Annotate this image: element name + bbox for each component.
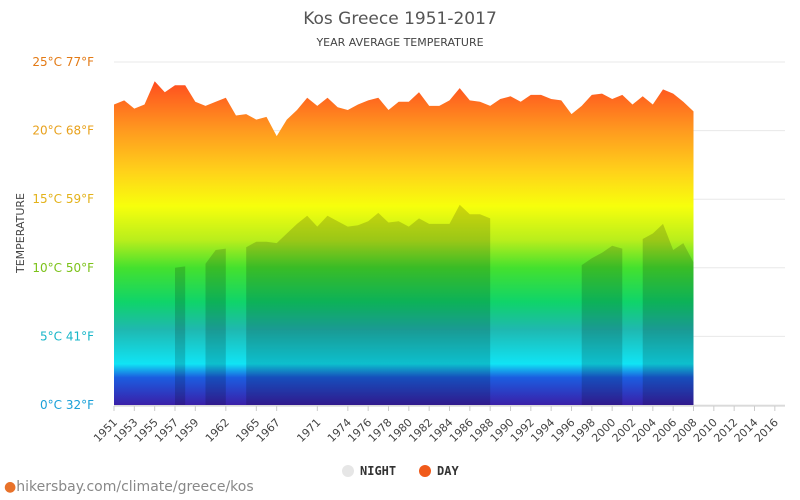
x-tick-label: 1962: [203, 416, 232, 445]
y-tick-label: 10°C 50°F: [32, 261, 94, 275]
location-pin-icon: ●: [4, 479, 17, 495]
chart-title: Kos Greece 1951-2017: [303, 9, 497, 29]
day-series: [114, 81, 694, 405]
day-area: [114, 81, 694, 405]
chart-subtitle: YEAR AVERAGE TEMPERATURE: [315, 36, 483, 49]
y-tick-label: 20°C 68°F: [32, 124, 94, 138]
y-tick-label: 25°C 77°F: [32, 55, 94, 69]
source-link[interactable]: ●hikersbay.com/climate/greece/kos: [4, 479, 254, 495]
y-axis-title: TEMPERATURE: [14, 193, 27, 274]
legend-item-day[interactable]: DAY: [419, 464, 459, 478]
x-tick-label: 2016: [752, 416, 781, 445]
y-tick-label: 5°C 41°F: [40, 329, 94, 343]
night-series: [175, 204, 694, 405]
legend-night-label: NIGHT: [360, 464, 396, 478]
x-tick-label: 1967: [254, 416, 283, 445]
legend-item-night[interactable]: NIGHT: [342, 464, 396, 478]
x-tick-label: 1971: [294, 416, 323, 445]
x-tick-label: 1959: [172, 416, 201, 445]
night-area: [175, 204, 694, 405]
y-tick-label: 15°C 59°F: [32, 192, 94, 206]
legend-day-label: DAY: [437, 464, 459, 478]
source-text: hikersbay.com/climate/greece/kos: [16, 479, 254, 495]
y-axis: 0°C 32°F 5°C 41°F 10°C 50°F 15°C 59°F 20°C 6…: [32, 55, 94, 412]
legend-night-marker: [342, 465, 354, 477]
y-tick-label: 0°C 32°F: [40, 398, 94, 412]
legend: NIGHT DAY: [342, 464, 459, 478]
legend-day-marker: [419, 465, 431, 477]
